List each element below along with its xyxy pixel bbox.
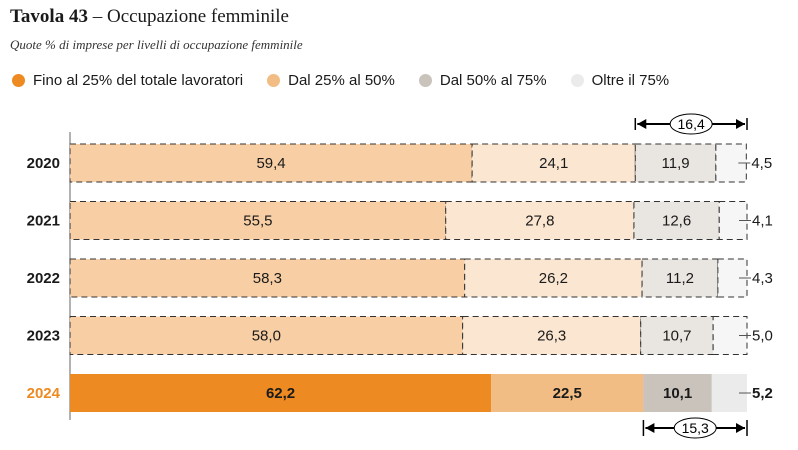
data-label: 26,3 [537,328,566,345]
bar-segment [471,143,636,183]
annotation-arrowhead [736,119,745,129]
data-label: 4,1 [752,213,773,230]
data-label: 11,2 [666,270,694,287]
annotation-label: 15,3 [682,420,709,436]
chart-title: Tavola 43 – Occupazione femminile [10,6,289,28]
data-label: 59,4 [256,155,285,172]
data-label: 11,9 [662,155,690,172]
data-label: 55,5 [243,213,272,230]
legend-swatch [418,74,432,87]
data-label: 10,7 [662,328,691,345]
annotation-badge [669,113,713,135]
bar-segment [462,316,642,355]
legend-item: Fino al 25% del totale lavoratori [12,72,243,89]
data-label: 26,2 [539,270,568,287]
annotation-label: 16,4 [678,116,705,132]
chart-title-rest: – Occupazione femminile [87,6,289,27]
data-label: 4,5 [751,155,772,172]
y-tick-label: 2020 [27,155,60,172]
data-label: 12,6 [662,213,691,230]
legend-swatch [570,74,584,87]
bar-segment [491,374,644,412]
bar-segment [445,201,635,240]
data-label: 27,8 [525,213,554,230]
bar-segment [641,258,719,298]
bar-segment [643,374,712,412]
legend-item: Dal 50% al 75% [418,72,547,89]
chart-legend: Fino al 25% del totale lavoratori Dal 25%… [12,72,693,89]
legend-item: Dal 25% al 50% [267,72,395,89]
chart-title-bold: Tavola 43 [10,6,88,27]
legend-label: Dal 25% al 50% [288,72,395,89]
y-tick-label: 2024 [27,385,61,402]
data-label: 4,3 [752,270,773,287]
annotation-badge [673,417,717,439]
data-label: 10,1 [663,385,692,402]
legend-swatch [12,74,25,87]
data-label: 22,5 [553,385,582,402]
bar-segment [69,316,464,355]
annotation-arrowhead [645,423,655,433]
y-tick-label: 2022 [27,270,60,287]
y-tick-label: 2023 [27,328,60,345]
legend-label: Dal 50% al 75% [439,72,547,89]
data-label: 5,0 [752,328,773,345]
data-label: 5,2 [752,385,773,402]
annotation-arrowhead [736,423,745,433]
legend-label: Oltre il 75% [591,72,670,89]
bar-segment [634,143,717,183]
bar-segment [69,201,447,240]
data-label: 58,3 [253,270,282,287]
data-label: 24,1 [539,155,568,172]
data-label: 58,0 [252,328,281,345]
data-label: 62,2 [266,385,295,402]
legend-label: Fino al 25% del totale lavoratori [33,72,244,89]
bar-segment [70,374,492,412]
legend-item: Oltre il 75% [570,72,670,89]
bar-segment [464,258,643,298]
annotation-arrowhead [637,119,647,129]
chart-subtitle: Quote % di imprese per livelli di occupa… [10,37,303,52]
legend-swatch [267,74,281,87]
y-tick-label: 2021 [27,213,60,230]
